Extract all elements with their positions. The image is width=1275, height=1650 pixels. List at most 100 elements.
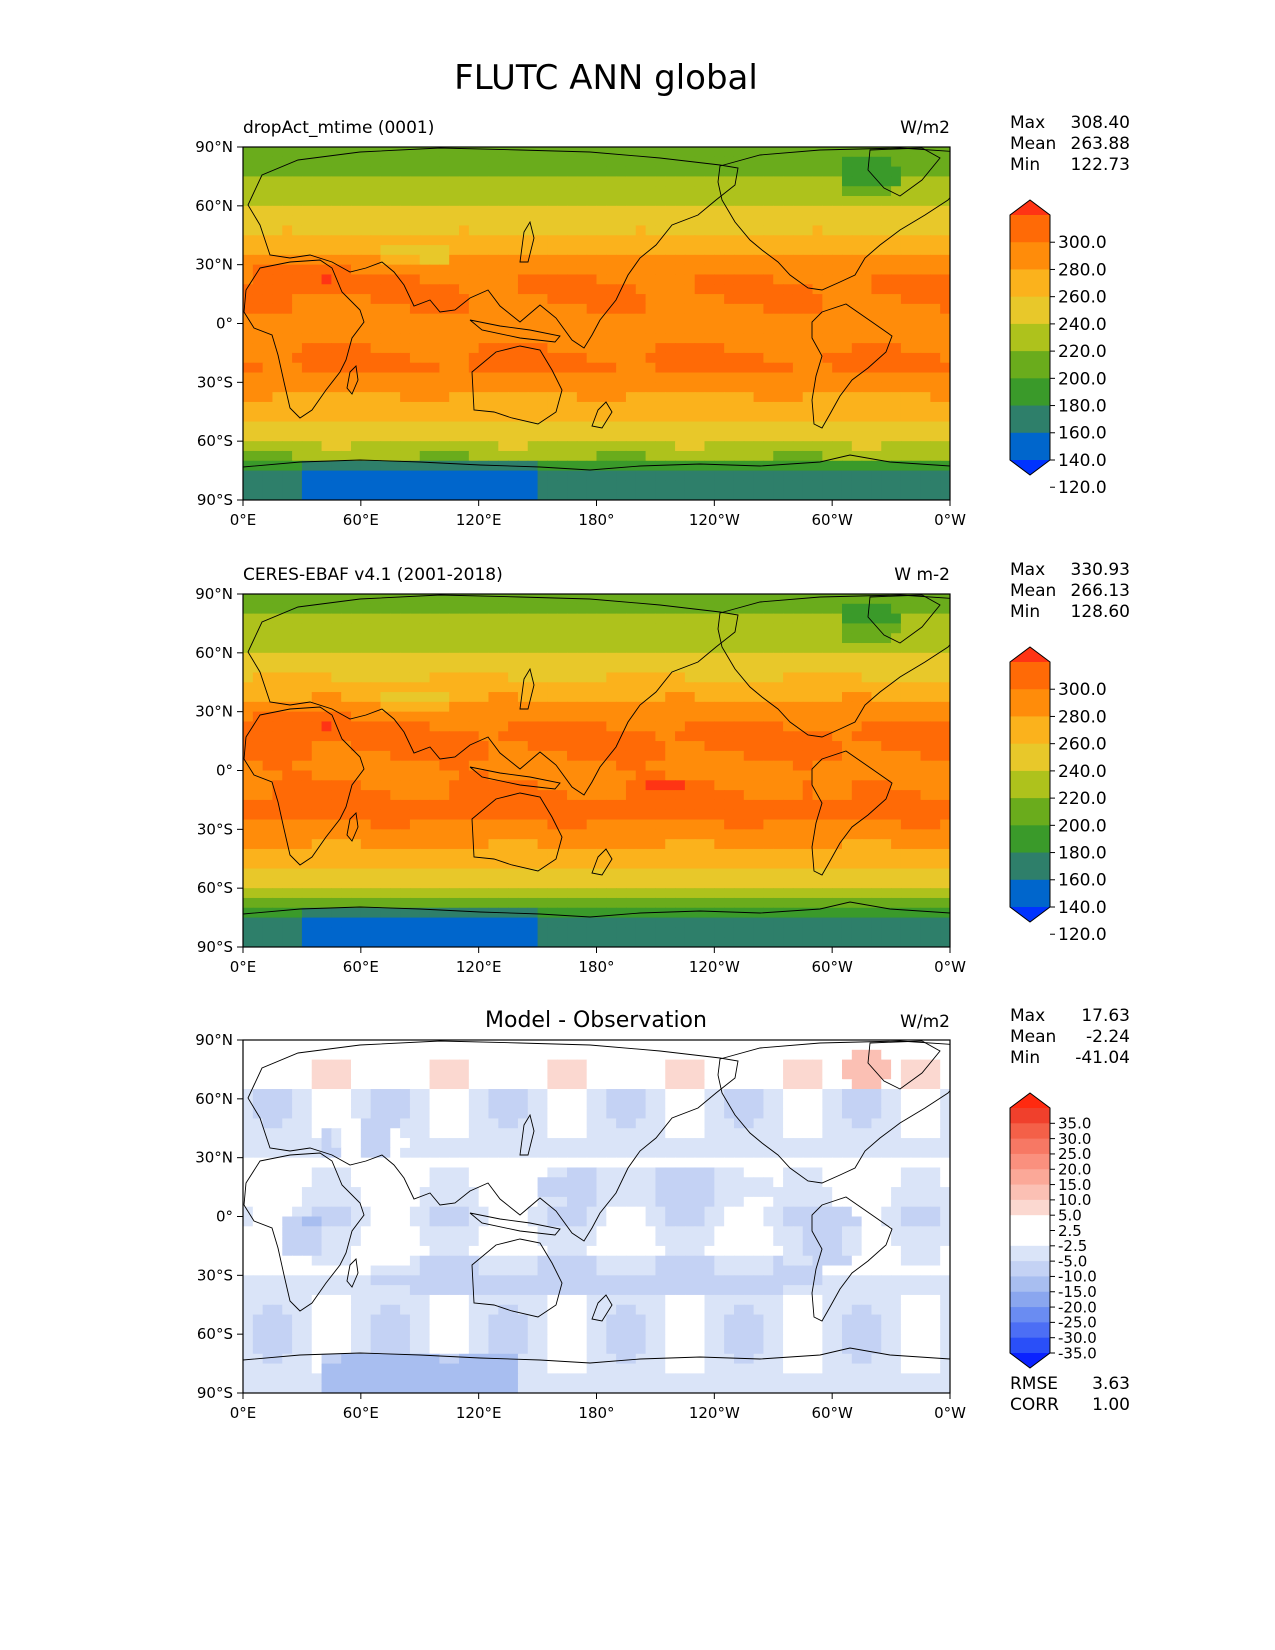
- heatmap-cell: [792, 254, 804, 266]
- heatmap-cell: [351, 897, 362, 909]
- heatmap-cell: [822, 147, 833, 158]
- heatmap-cell: [753, 411, 765, 423]
- heatmap-cell: [616, 441, 627, 452]
- heatmap-cell: [341, 692, 352, 703]
- heatmap-cell: [282, 225, 293, 236]
- heatmap-cell: [439, 672, 450, 683]
- heatmap-cell: [508, 470, 519, 481]
- heatmap-cell: [675, 333, 686, 344]
- heatmap-cell: [753, 441, 765, 452]
- heatmap-cell: [724, 235, 735, 246]
- heatmap-cell: [724, 205, 735, 217]
- heatmap-cell: [832, 672, 843, 683]
- heatmap-cell: [390, 652, 401, 664]
- heatmap-cell: [321, 352, 332, 364]
- heatmap-cell: [792, 878, 804, 889]
- heatmap-cell: [429, 460, 440, 472]
- heatmap-cell: [449, 205, 460, 217]
- heatmap-cell: [841, 313, 853, 325]
- heatmap-cell: [881, 254, 892, 266]
- heatmap-cell: [940, 662, 950, 674]
- heatmap-cell: [409, 450, 421, 462]
- heatmap-cell: [655, 809, 666, 821]
- heatmap-cell: [675, 401, 686, 413]
- heatmap-cell: [625, 235, 637, 246]
- heatmap-cell: [704, 741, 715, 752]
- heatmap-cell: [773, 839, 784, 850]
- heatmap-cell: [537, 294, 548, 305]
- heatmap-cell: [380, 421, 391, 432]
- heatmap-cell: [567, 362, 578, 374]
- heatmap-cell: [733, 235, 745, 246]
- heatmap-cell: [331, 460, 342, 472]
- heatmap-cell: [449, 692, 460, 703]
- heatmap-cell: [292, 274, 303, 285]
- heatmap-cell: [665, 790, 676, 801]
- heatmap-cell: [468, 343, 480, 354]
- heatmap-cell: [743, 166, 755, 178]
- heatmap-cell: [694, 294, 706, 305]
- heatmap-cell: [508, 594, 519, 605]
- heatmap-cell: [940, 392, 950, 403]
- heatmap-cell: [439, 594, 450, 605]
- heatmap-cell: [419, 196, 431, 207]
- heatmap-cell: [459, 225, 470, 236]
- heatmap-cell: [262, 780, 274, 791]
- heatmap-cell: [596, 858, 607, 870]
- heatmap-cell: [684, 303, 696, 315]
- heatmap-cell: [753, 799, 765, 811]
- heatmap-cell: [792, 682, 804, 693]
- heatmap-cell: [675, 450, 686, 462]
- heatmap-cell: [841, 888, 853, 899]
- heatmap-cell: [567, 274, 578, 285]
- heatmap-cell: [881, 672, 892, 683]
- heatmap-cell: [292, 790, 303, 801]
- heatmap-cell: [498, 470, 509, 481]
- heatmap-cell: [331, 186, 342, 197]
- heatmap-cell: [262, 205, 274, 217]
- heatmap-cell: [891, 147, 902, 158]
- heatmap-cell: [812, 225, 823, 236]
- heatmap-cell: [576, 603, 588, 615]
- heatmap-cell: [370, 888, 382, 899]
- heatmap-cell: [665, 274, 676, 285]
- heatmap-cell: [400, 245, 411, 256]
- heatmap-cell: [733, 313, 745, 325]
- heatmap-cell: [390, 196, 401, 207]
- heatmap-cell: [704, 372, 715, 383]
- heatmap-cell: [429, 613, 440, 625]
- heatmap-cell: [419, 470, 431, 481]
- heatmap-cell: [694, 274, 706, 285]
- heatmap-cell: [243, 352, 254, 364]
- heatmap-cell: [930, 156, 941, 168]
- heatmap-cell: [508, 652, 519, 664]
- heatmap-cell: [822, 303, 833, 315]
- heatmap-cell: [567, 490, 578, 500]
- heatmap-cell: [547, 760, 558, 772]
- heatmap-cell: [252, 819, 264, 830]
- heatmap-cell: [468, 411, 480, 423]
- heatmap-cell: [576, 829, 588, 840]
- heatmap-cell: [851, 225, 863, 236]
- heatmap-cell: [832, 623, 843, 634]
- heatmap-cell: [341, 235, 352, 246]
- heatmap-cell: [409, 323, 421, 334]
- heatmap-cell: [537, 245, 548, 256]
- heatmap-cell: [871, 652, 882, 664]
- heatmap-cell: [262, 303, 274, 315]
- heatmap-cell: [635, 303, 647, 315]
- heatmap-cell: [449, 392, 460, 403]
- heatmap-cell: [282, 731, 293, 742]
- heatmap-cell: [841, 205, 853, 217]
- heatmap-cell: [243, 382, 254, 393]
- heatmap-cell: [655, 372, 666, 383]
- heatmap-cell: [311, 480, 323, 491]
- heatmap-cell: [930, 421, 941, 432]
- heatmap-cell: [390, 166, 401, 178]
- heatmap-cell: [930, 411, 941, 423]
- heatmap-cell: [547, 809, 558, 821]
- heatmap-cell: [400, 790, 411, 801]
- heatmap-cell: [400, 603, 411, 615]
- heatmap-cell: [851, 323, 863, 334]
- heatmap-cell: [331, 750, 342, 762]
